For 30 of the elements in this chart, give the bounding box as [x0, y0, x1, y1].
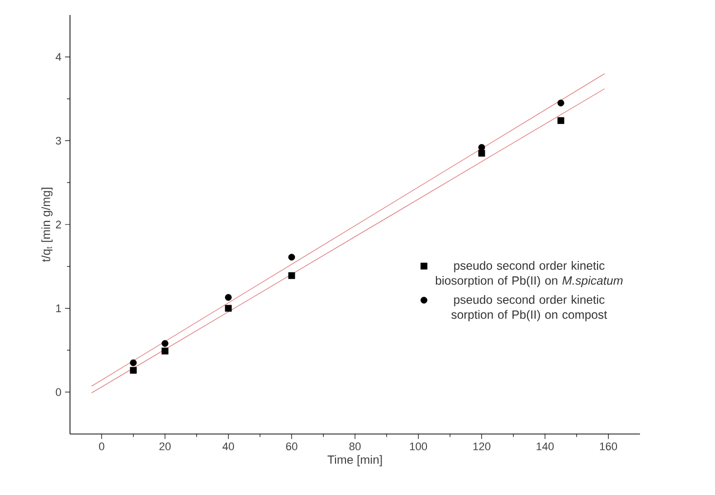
x-tick-label: 160 [600, 442, 618, 450]
point [557, 117, 564, 124]
legend-label: pseudo second order kinetic sorption of Pb(II) on compost [451, 295, 608, 322]
x-axis-title: Time [min] [328, 455, 382, 466]
y-tick-label: 4 [56, 53, 62, 61]
point [224, 294, 232, 301]
x-tick-label: 60 [286, 442, 298, 450]
point [288, 254, 296, 261]
point [162, 348, 168, 354]
legend-label: pseudo second order kinetic biosorption of Pb(II) on M.spicatum [436, 261, 623, 288]
point [288, 272, 296, 280]
x-tick-label: 80 [349, 442, 361, 450]
point [478, 144, 486, 151]
x-tick-label: 120 [473, 442, 490, 450]
point [478, 150, 486, 157]
x-tick-label: 20 [159, 442, 171, 450]
x-tick-label: 100 [410, 442, 428, 450]
point [557, 100, 564, 106]
point [162, 340, 168, 347]
y-tick-label: 2 [56, 220, 61, 228]
point [224, 304, 232, 312]
x-tick-label: 0 [99, 442, 104, 450]
x-tick-label: 40 [222, 442, 234, 450]
point [130, 366, 137, 374]
point [130, 359, 137, 366]
y-tick-label: 0 [56, 388, 62, 396]
x-tick-label: 140 [536, 442, 554, 450]
y-tick-label: 3 [56, 136, 62, 145]
y-tick-label: 1 [56, 304, 61, 312]
y-axis-title: t/q$_{t}$ [min g/mg] [41, 188, 53, 262]
